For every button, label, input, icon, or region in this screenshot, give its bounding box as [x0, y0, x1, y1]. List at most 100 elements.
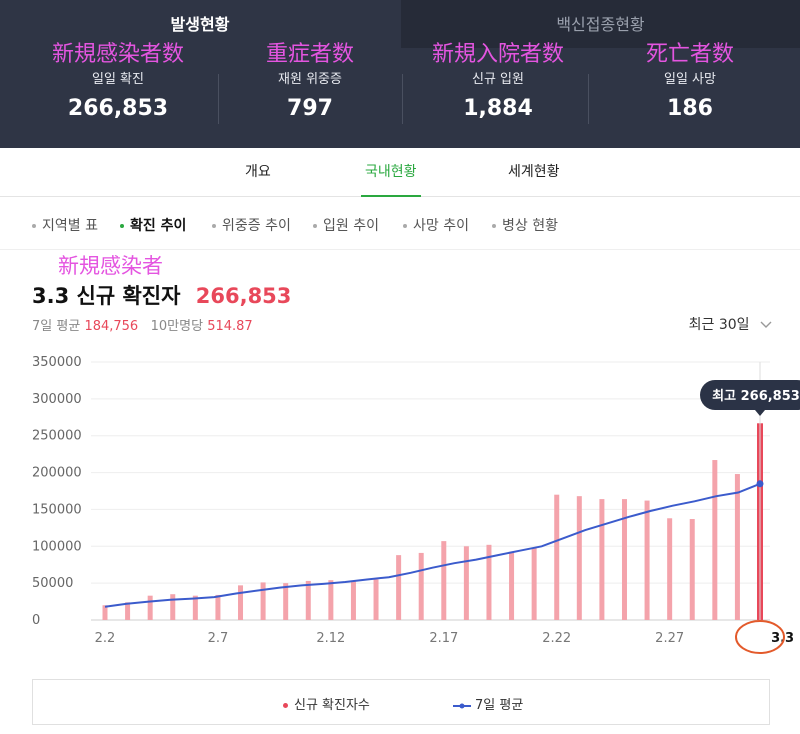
- avg-label: 7일 평균: [32, 319, 81, 334]
- bar: [215, 594, 221, 620]
- stat-value: 797: [287, 96, 333, 121]
- stats-header: 발생현황 백신접종현황 新規感染者数 일일 확진 266,853 重症者数 재원…: [0, 0, 800, 148]
- stat-label: 일일 확진: [92, 72, 144, 87]
- x-tick-label: 2.17: [429, 631, 458, 646]
- stat-annotation: 死亡者数: [645, 42, 734, 67]
- tab-domestic[interactable]: 국내현황: [361, 148, 421, 197]
- summary-subline: 7일 평균 184,756 10만명당 514.87: [32, 315, 253, 334]
- highlight-circle: [735, 620, 785, 654]
- y-tick-label: 100000: [32, 539, 82, 554]
- stat-label: 일일 사망: [664, 72, 716, 87]
- bar: [102, 605, 108, 620]
- bar: [328, 580, 334, 620]
- y-tick-label: 250000: [32, 429, 82, 444]
- bar: [373, 579, 379, 620]
- divider: [588, 74, 589, 124]
- bar: [260, 582, 266, 620]
- bar: [734, 474, 740, 620]
- bar: [644, 500, 650, 620]
- bar: [463, 546, 469, 620]
- tooltip-arrow: [755, 410, 765, 416]
- stat-daily-deaths: 死亡者数 일일 사망 186: [590, 40, 790, 121]
- bar: [147, 595, 153, 620]
- tab-vaccination-status[interactable]: 백신접종현황: [401, 0, 800, 48]
- bullet-icon: [32, 224, 36, 228]
- stat-critical: 重症者数 재원 위중증 797: [210, 40, 410, 121]
- subtab-critical-trend[interactable]: 위중증 추이: [212, 215, 291, 235]
- divider: [218, 74, 219, 124]
- x-tick-label: 2.27: [655, 631, 684, 646]
- avg-value: 184,756: [84, 319, 139, 334]
- bar: [712, 460, 718, 620]
- bullet-icon: [212, 224, 216, 228]
- bar: [621, 499, 627, 620]
- legend-line-icon: [453, 703, 471, 708]
- legend-avg: 7일 평균: [453, 694, 523, 713]
- bullet-icon: [313, 224, 317, 228]
- tooltip-box: [700, 380, 800, 410]
- y-tick-label: 50000: [32, 576, 73, 591]
- bar: [576, 496, 582, 620]
- y-tick-label: 0: [32, 613, 40, 628]
- avg-point: [756, 480, 764, 488]
- bar: [689, 519, 695, 620]
- chevron-down-icon: [760, 321, 772, 328]
- y-tick-label: 150000: [32, 502, 82, 517]
- bar: [350, 581, 356, 620]
- subtab-admission-trend[interactable]: 입원 추이: [313, 215, 379, 235]
- tab-world[interactable]: 세계현황: [508, 164, 560, 180]
- stat-new-admissions: 新規入院者数 신규 입원 1,884: [398, 40, 598, 121]
- stat-annotation: 新規感染者数: [51, 42, 184, 67]
- subtab-death-trend[interactable]: 사망 추이: [403, 215, 469, 235]
- range-label: 최근 30일: [688, 317, 750, 333]
- summary-annotation: 新規感染者: [58, 254, 163, 278]
- bar: [599, 499, 605, 620]
- stat-label: 신규 입원: [472, 72, 524, 87]
- confirmed-chart: 0 50000 100000 150000 200000 250000 300000 3500…: [32, 355, 800, 654]
- bar: [441, 541, 447, 620]
- x-tick-label: 2.22: [542, 631, 571, 646]
- bar: [486, 544, 492, 620]
- stat-annotation: 新規入院者数: [431, 42, 564, 67]
- summary-title: 신규 확진자: [76, 284, 181, 308]
- x-tick-label: 2.12: [316, 631, 345, 646]
- bar: [125, 602, 131, 620]
- per100k-label: 10만명당: [150, 319, 204, 334]
- bar: [554, 494, 560, 620]
- main-tabs: 개요 국내현황 세계현황: [0, 148, 800, 197]
- y-tick-label: 300000: [32, 392, 82, 407]
- sub-tabs: 지역별 표 확진 추이 위중증 추이 입원 추이 사망 추이 병상 현황: [0, 197, 800, 250]
- bar: [396, 555, 402, 620]
- bullet-icon: [492, 224, 496, 228]
- stat-daily-confirmed: 新規感染者数 일일 확진 266,853: [18, 40, 218, 121]
- y-tick-label: 200000: [32, 466, 82, 481]
- bullet-icon: [120, 224, 124, 228]
- summary-value: 266,853: [195, 284, 292, 308]
- page-title: 3.3 신규 확진자 266,853: [32, 280, 291, 310]
- legend-daily: 신규 확진자수: [283, 694, 370, 713]
- bar: [283, 583, 289, 620]
- y-tick-label: 350000: [32, 355, 82, 370]
- bar: [509, 552, 515, 620]
- tab-outbreak-status[interactable]: 발생현황: [0, 0, 400, 48]
- bar: [531, 547, 537, 620]
- divider: [402, 74, 403, 124]
- stat-value: 186: [667, 96, 713, 121]
- bar: [667, 518, 673, 620]
- per100k-value: 514.87: [207, 319, 253, 334]
- stat-value: 1,884: [463, 96, 533, 121]
- chart-legend: 신규 확진자수 7일 평균: [32, 679, 770, 725]
- bar: [170, 594, 176, 620]
- tooltip-text: 최고 266,853: [712, 389, 800, 404]
- range-select[interactable]: 최근 30일: [689, 314, 772, 334]
- tab-overview[interactable]: 개요: [245, 164, 271, 180]
- subtab-confirmed-trend[interactable]: 확진 추이: [120, 215, 186, 235]
- subtab-bed-status[interactable]: 병상 현황: [492, 215, 558, 235]
- bar: [238, 585, 244, 620]
- stat-label: 재원 위중증: [278, 72, 342, 87]
- legend-dot-icon: [283, 703, 288, 708]
- x-tick-label: 3.3: [771, 631, 794, 646]
- summary-date: 3.3: [32, 284, 70, 308]
- stat-value: 266,853: [67, 96, 169, 121]
- subtab-regional-table[interactable]: 지역별 표: [32, 215, 98, 235]
